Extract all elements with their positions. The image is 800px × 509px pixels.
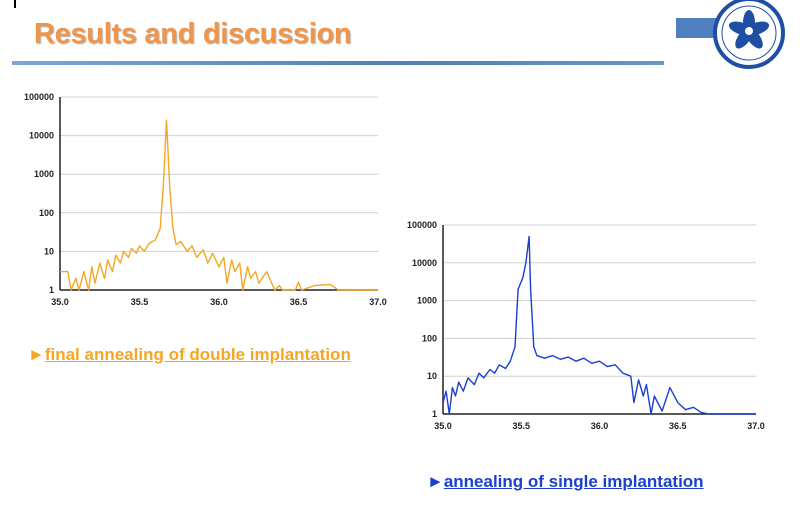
y-tick-label: 10 — [44, 246, 54, 256]
chart-double-implantation: 1 10 100 1000 10000 100000 35.0 35.5 36.0 36.5 37.… — [24, 92, 387, 307]
caption-marker: ► — [427, 472, 444, 491]
x-tick-label: 37.0 — [747, 421, 765, 431]
series-line — [60, 119, 378, 291]
caption-single-implantation: ►annealing of single implantation — [427, 472, 704, 492]
x-tick-label: 37.0 — [369, 297, 387, 307]
x-tick-label: 35.0 — [51, 297, 69, 307]
series-line — [442, 235, 756, 415]
y-tick-label: 1 — [49, 285, 54, 295]
caption-marker: ► — [28, 345, 45, 364]
chart-single-implantation: 1 10 100 1000 10000 100000 35.0 35.5 36.0 36.5 37.… — [407, 220, 765, 431]
text-cursor — [14, 0, 16, 8]
x-tick-label: 35.0 — [434, 421, 452, 431]
x-tick-label: 36.0 — [210, 297, 228, 307]
y-tick-label: 1 — [432, 409, 437, 419]
x-tick-label: 36.0 — [591, 421, 609, 431]
y-tick-label: 10 — [427, 371, 437, 381]
x-tick-label: 36.5 — [290, 297, 308, 307]
y-tick-label: 100000 — [407, 220, 437, 230]
title-underline — [12, 61, 664, 65]
y-tick-label: 1000 — [417, 296, 437, 306]
y-tick-label: 10000 — [412, 258, 437, 268]
slide-title: Results and discussion — [34, 18, 352, 50]
caption-text[interactable]: final annealing of double implantation — [44, 345, 351, 364]
y-tick-label: 10000 — [29, 131, 54, 141]
x-tick-label: 36.5 — [669, 421, 687, 431]
caption-text[interactable]: annealing of single implantation — [443, 472, 704, 491]
y-tick-label: 1000 — [34, 169, 54, 179]
x-tick-label: 35.5 — [512, 421, 530, 431]
y-tick-label: 100000 — [24, 92, 54, 102]
x-tick-label: 35.5 — [131, 297, 149, 307]
y-tick-label: 100 — [422, 333, 437, 343]
cas-logo-icon — [713, 0, 785, 69]
y-tick-label: 100 — [39, 208, 54, 218]
caption-double-implantation: ►final annealing of double implantation — [28, 345, 351, 365]
